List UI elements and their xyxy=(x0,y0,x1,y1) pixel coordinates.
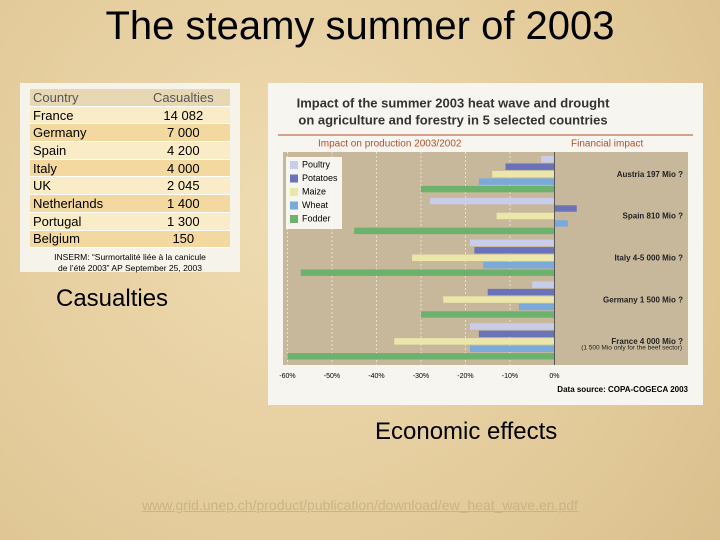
annotation: Spain 810 Mio ? xyxy=(623,212,684,221)
table-cell: Portugal xyxy=(30,212,137,231)
bar xyxy=(483,261,555,269)
table-row: Belgium 150 xyxy=(30,230,230,249)
table-row: UK 2 045 xyxy=(30,176,230,196)
annotation: France 4 000 Mio ? xyxy=(611,337,683,346)
casualty-table: Country Casualties France 14 082 Germany 7 00… xyxy=(20,83,240,274)
x-tick-label: -30% xyxy=(413,373,429,380)
legend-swatch xyxy=(290,161,298,169)
annotation: Italy 4-5 000 Mio ? xyxy=(615,254,684,263)
bar xyxy=(532,281,555,288)
legend-swatch xyxy=(290,201,298,210)
table-cell: Netherlands xyxy=(30,194,137,213)
x-tick-label: -20% xyxy=(457,373,473,380)
source-line: de l’été 2003” AP September 25, 2003 xyxy=(58,263,202,274)
table-cell: 150 xyxy=(136,230,230,249)
bar xyxy=(287,353,555,360)
bar xyxy=(518,303,555,311)
legend-swatch xyxy=(290,174,298,183)
table-cell: 14 082 xyxy=(136,106,230,125)
chart-subtitle: Impact on production 2003/2002 xyxy=(318,139,462,150)
chart-title: on agriculture and forestry in 5 selecte… xyxy=(298,112,607,127)
bar xyxy=(478,178,555,185)
table-row: Netherlands 1 400 xyxy=(30,194,230,213)
table-cell: 1 300 xyxy=(136,212,230,231)
caption: Casualties xyxy=(56,285,169,312)
legend-label: Poultry xyxy=(302,159,331,169)
annotation: Austria 197 Mio ? xyxy=(617,170,683,179)
bar xyxy=(420,311,555,318)
x-tick-label: -50% xyxy=(324,373,340,380)
legend-label: Wheat xyxy=(302,200,329,210)
table-cell: 7 000 xyxy=(136,123,230,143)
table-row: France 14 082 xyxy=(30,106,230,125)
legend-swatch xyxy=(290,215,298,223)
legend-swatch xyxy=(290,188,298,196)
table-cell: Country xyxy=(30,89,137,107)
bar xyxy=(394,338,555,345)
bar xyxy=(478,330,555,338)
annotation: (1 500 Mio only for the beef sector) xyxy=(581,345,682,352)
bar xyxy=(300,269,555,276)
bar xyxy=(429,197,555,205)
bar xyxy=(492,170,555,178)
table-row: Spain 4 200 xyxy=(30,141,230,160)
table-row: Portugal 1 300 xyxy=(30,212,230,231)
bar xyxy=(496,212,555,220)
legend-label: Maize xyxy=(302,186,326,196)
chart-source: Data source: COPA-COGECA 2003 xyxy=(557,385,688,394)
table-cell: France xyxy=(30,106,137,125)
table-cell: 4 200 xyxy=(136,141,230,160)
chart-subtitle: Financial impact xyxy=(571,139,643,150)
table-cell: Italy xyxy=(30,159,137,178)
bar xyxy=(354,227,555,235)
bar xyxy=(469,323,555,330)
annotation: Germany 1 500 Mio ? xyxy=(603,295,683,304)
bar xyxy=(474,247,555,254)
legend-label: Potatoes xyxy=(302,173,338,183)
table-row: Country Casualties xyxy=(30,89,230,107)
source-line: INSERM: “Surmortalité liée à la canicule xyxy=(54,252,206,263)
chart: Impact of the summer 2003 heat wave and … xyxy=(268,83,703,405)
table: Country Casualties France 14 082 Germany 7 00… xyxy=(30,89,230,249)
x-tick-label: 0% xyxy=(549,373,559,380)
table-cell: Casualties xyxy=(136,89,230,107)
chart-title: Impact of the summer 2003 heat wave and … xyxy=(297,95,610,110)
bar xyxy=(420,185,555,193)
caption: Economic effects xyxy=(375,418,558,445)
x-tick-label: -40% xyxy=(368,373,384,380)
slide-title: The steamy summer of 2003 xyxy=(105,4,615,48)
table-row: Germany 7 000 xyxy=(30,123,230,143)
bar xyxy=(541,156,555,163)
x-tick-label: -10% xyxy=(502,373,518,380)
table-source: INSERM: “Surmortalité liée à la canicule… xyxy=(20,252,240,274)
bar xyxy=(487,288,555,296)
bar xyxy=(469,345,555,353)
table-cell: 4 000 xyxy=(136,159,230,178)
table-cell: UK xyxy=(30,176,137,196)
legend-label: Fodder xyxy=(302,213,331,223)
x-tick-label: -60% xyxy=(279,373,295,380)
bar xyxy=(469,239,555,247)
table-cell: 1 400 xyxy=(136,194,230,213)
table-cell: Spain xyxy=(30,141,137,160)
bar xyxy=(443,296,555,303)
table-cell: Germany xyxy=(30,123,137,143)
bar xyxy=(505,163,555,170)
table-cell: 2 045 xyxy=(136,176,230,196)
bar xyxy=(412,254,555,261)
bar xyxy=(554,220,568,227)
table-cell: Belgium xyxy=(30,230,137,249)
link[interactable]: www.grid.unep.ch/product/publication/dow… xyxy=(142,497,578,513)
table-row: Italy 4 000 xyxy=(30,159,230,178)
bar xyxy=(554,205,577,212)
